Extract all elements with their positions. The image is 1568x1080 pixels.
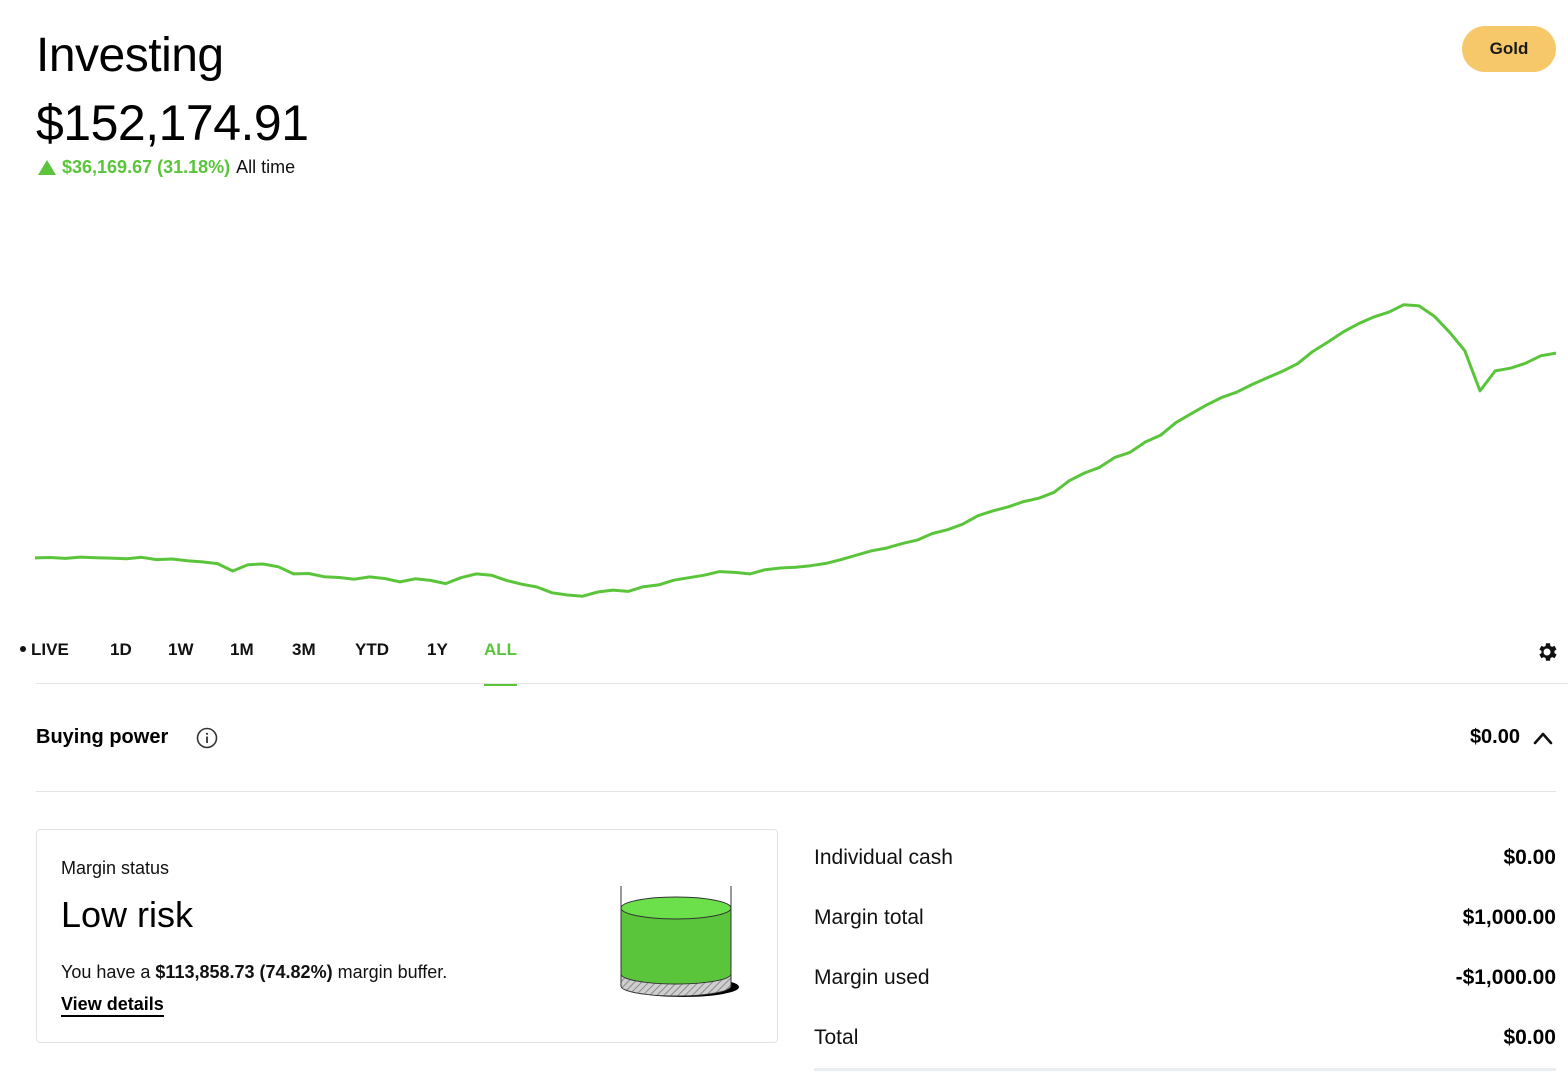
row-value: $0.00: [1503, 846, 1556, 869]
change-period: All time: [236, 157, 296, 177]
active-range-underline: [484, 683, 517, 686]
gear-icon[interactable]: [1535, 640, 1559, 664]
range-1d[interactable]: 1D: [110, 636, 168, 686]
range-ytd[interactable]: YTD: [355, 636, 427, 686]
buying-power-label: Buying power: [36, 726, 169, 748]
divider: [814, 1068, 1556, 1071]
row-value: $1,000.00: [1462, 906, 1556, 929]
range-1m[interactable]: 1M: [230, 636, 292, 686]
breakdown-row: Margin total $1,000.00: [814, 892, 1556, 952]
range-label: 1W: [168, 640, 194, 659]
range-1w[interactable]: 1W: [168, 636, 230, 686]
breakdown-row: Total $0.00: [814, 1012, 1556, 1072]
margin-buffer-value: $113,858.73 (74.82%): [155, 962, 333, 982]
view-details-link[interactable]: View details: [61, 993, 164, 1017]
range-selector: LIVE 1D 1W 1M 3M YTD 1Y ALL: [20, 636, 517, 686]
buying-power-value: $0.00: [1469, 726, 1520, 748]
live-dot-icon: [20, 645, 26, 652]
row-label: Individual cash: [814, 846, 953, 869]
divider: [36, 791, 1556, 792]
info-icon[interactable]: [196, 727, 218, 749]
row-value: $0.00: [1503, 1026, 1556, 1049]
row-label: Total: [814, 1026, 859, 1049]
row-value: -$1,000.00: [1455, 966, 1556, 989]
gold-button[interactable]: Gold: [1462, 26, 1556, 72]
range-label: ALL: [484, 640, 518, 659]
margin-status-card: Margin status Low risk You have a $113,8…: [36, 829, 778, 1043]
breakdown-row: Individual cash $0.00: [814, 832, 1556, 892]
range-label: 1D: [110, 640, 132, 659]
buying-power-breakdown: Individual cash $0.00 Margin total $1,00…: [814, 832, 1556, 1072]
divider: [36, 683, 1568, 684]
portfolio-chart[interactable]: [0, 200, 1568, 620]
range-1y[interactable]: 1Y: [427, 636, 484, 686]
range-label: 1Y: [427, 640, 448, 659]
portfolio-value: $152,174.91: [36, 95, 309, 151]
breakdown-row: Margin used -$1,000.00: [814, 952, 1556, 1012]
range-all[interactable]: ALL: [484, 636, 517, 686]
margin-level-illustration: [620, 886, 739, 997]
margin-text-prefix: You have a: [61, 962, 156, 982]
change-amount: $36,169.67 (31.18%): [62, 157, 231, 177]
range-3m[interactable]: 3M: [292, 636, 355, 686]
portfolio-line: [34, 303, 1557, 598]
margin-risk-level: Low risk: [61, 894, 194, 935]
page-title: Investing: [36, 29, 224, 82]
range-label: 1M: [230, 640, 254, 659]
triangle-up-icon: [38, 160, 56, 175]
margin-buffer-text: You have a $113,858.73 (74.82%) margin b…: [61, 962, 447, 983]
margin-status-label: Margin status: [61, 858, 170, 878]
portfolio-change: $36,169.67 (31.18%) All time: [38, 157, 295, 178]
range-label: 3M: [292, 640, 316, 659]
row-label: Margin used: [814, 966, 930, 989]
range-label: LIVE: [31, 640, 69, 659]
range-live[interactable]: LIVE: [20, 636, 110, 686]
chevron-up-icon[interactable]: [1532, 728, 1554, 748]
range-label: YTD: [355, 640, 389, 659]
margin-text-suffix: margin buffer.: [332, 962, 448, 982]
row-label: Margin total: [814, 906, 924, 929]
